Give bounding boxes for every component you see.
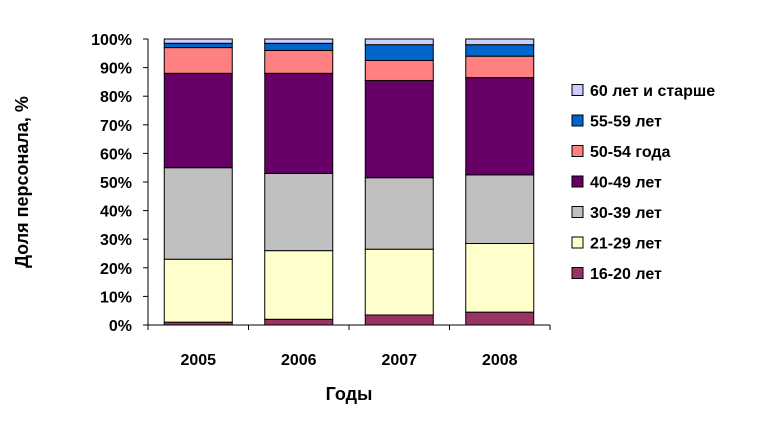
bar-segment xyxy=(465,77,535,176)
bar-segment xyxy=(364,248,434,316)
legend-swatch xyxy=(571,84,584,96)
y-tick-label: 50% xyxy=(100,175,132,192)
bar-segment xyxy=(364,314,434,326)
bar-segment xyxy=(364,44,434,61)
bar-segment xyxy=(163,258,233,323)
bar-segment xyxy=(364,177,434,250)
bar-segment xyxy=(163,42,233,49)
legend-label: 30-39 лет xyxy=(590,205,662,222)
legend-label: 60 лет и старше xyxy=(590,83,715,100)
y-tick-label: 40% xyxy=(100,204,132,221)
plot-area xyxy=(163,38,535,326)
bar-segment xyxy=(264,42,334,51)
legend-label: 55-59 лет xyxy=(590,114,662,131)
y-tick-label: 100% xyxy=(91,32,132,49)
bar-segment xyxy=(264,38,334,44)
bar-segment xyxy=(264,318,334,326)
legend-swatch xyxy=(571,206,584,218)
legend-label: 50-54 года xyxy=(590,144,671,161)
bar-segment xyxy=(364,59,434,81)
bar-segment xyxy=(264,72,334,174)
y-tick-label: 70% xyxy=(100,118,132,135)
y-tick-label: 20% xyxy=(100,261,132,278)
legend-swatch xyxy=(571,236,584,249)
legend-label: 16-20 лет xyxy=(590,266,662,283)
bar-segment xyxy=(465,311,535,326)
legend-label: 21-29 лет xyxy=(590,236,662,253)
y-tick-label: 60% xyxy=(100,146,132,163)
bar-segment xyxy=(264,250,334,320)
y-tick-labels: 0% 10% 20% 30% 40% 50% 60% 70% 80% 90% 100% xyxy=(91,32,148,335)
bar-segment xyxy=(465,44,535,57)
legend-swatch xyxy=(571,114,584,127)
legend: 60 лет и старше 55-59 лет 50-54 года 40-49 … xyxy=(571,83,715,283)
x-axis-title: Годы xyxy=(326,384,373,404)
bar-segment xyxy=(465,174,535,244)
x-tick-label: 2006 xyxy=(281,352,317,369)
legend-swatch xyxy=(571,175,584,188)
x-tick-labels: 2005 2006 2007 2008 xyxy=(147,325,551,369)
y-tick-label: 80% xyxy=(100,89,132,106)
legend-label: 40-49 лет xyxy=(590,175,662,192)
bar-segment xyxy=(465,55,535,79)
y-tick-label: 10% xyxy=(100,289,132,306)
bar-segment xyxy=(163,47,233,74)
y-tick-label: 30% xyxy=(100,232,132,249)
y-tick-label: 0% xyxy=(109,318,132,335)
bar-segment xyxy=(364,38,434,46)
legend-swatch xyxy=(571,145,584,157)
legend-swatch xyxy=(571,267,584,279)
bar-segment xyxy=(465,38,535,46)
bar-segment xyxy=(364,79,434,179)
bar-segment xyxy=(465,242,535,313)
y-axis-title: Доля персонала, % xyxy=(12,96,32,268)
bar-segment xyxy=(264,172,334,252)
y-tick-label: 90% xyxy=(100,61,132,78)
bar-segment xyxy=(163,72,233,169)
x-tick-label: 2008 xyxy=(482,352,518,369)
bar-segment xyxy=(264,49,334,74)
bar-segment xyxy=(163,38,233,44)
x-tick-label: 2007 xyxy=(381,352,417,369)
bar-segment xyxy=(163,167,233,260)
x-tick-label: 2005 xyxy=(180,352,216,369)
